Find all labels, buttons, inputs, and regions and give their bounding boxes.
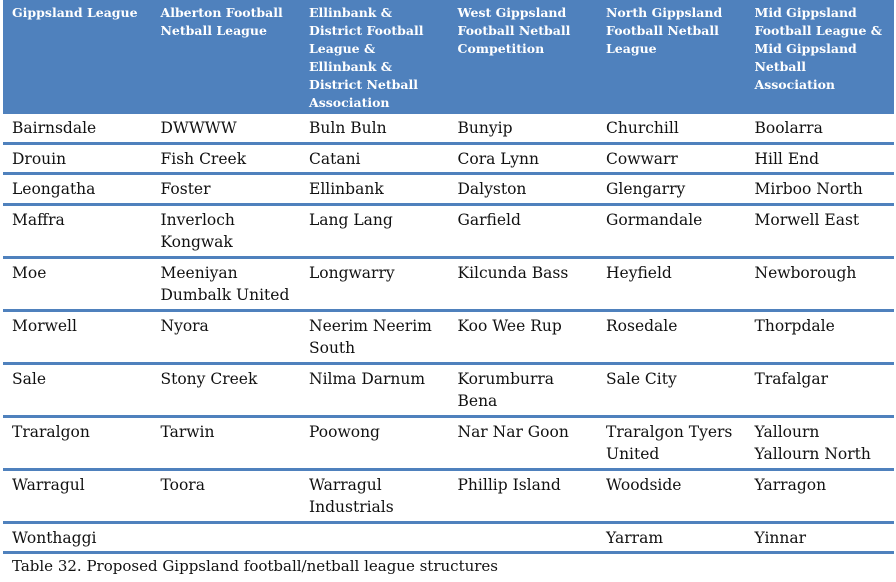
table-cell: Bunyip [448,114,597,145]
column-header: Alberton Football Netball League [151,0,300,114]
table-row: Morwell Nyora Neerim Neerim South Koo Wee R… [3,310,894,365]
table-cell: Neerim Neerim South [300,310,449,365]
table-cell: Ellinbank [300,173,449,206]
table-cell: Cora Lynn [448,143,597,175]
table-cell: Korumburra Bena [448,363,597,418]
table-cell [448,522,597,554]
header-row: Gippsland League Alberton Football Netbal… [3,0,894,114]
table-cell [151,522,300,554]
table-cell: Longwarry [300,257,449,312]
table-cell: Traralgon Tyers United [597,416,746,471]
table-cell: Buln Buln [300,114,449,145]
table-cell: Morwell East [745,204,894,259]
column-header: West Gippsland Football Netball Competit… [448,0,597,114]
league-structure-table: Gippsland League Alberton Football Netbal… [3,0,894,554]
table-cell: Yallourn Yallourn North [745,416,894,471]
table-row: Moe Meeniyan Dumbalk United Longwarry Kilcu… [3,257,894,312]
table-cell [300,522,449,554]
table-cell: Warragul [3,469,152,524]
table-cell: Trafalgar [745,363,894,418]
table-cell: Hill End [745,143,894,175]
table-cell: Sale City [597,363,746,418]
column-header: Ellinbank & District Football League & E… [300,0,449,114]
table-cell: Glengarry [597,173,746,206]
table-cell: DWWWW [151,114,300,145]
table-row: Bairnsdale DWWWW Buln Buln Bunyip Churchill B… [3,114,894,145]
column-header: North Gippsland Football Netball League [597,0,746,114]
table-cell: Yinnar [745,522,894,554]
table-row: Traralgon Tarwin Poowong Nar Nar Goon Traral… [3,416,894,471]
column-header: Gippsland League [3,0,152,114]
column-header: Mid Gippsland Football League & Mid Gipp… [745,0,894,114]
table-cell: Toora [151,469,300,524]
table-cell: Thorpdale [745,310,894,365]
table-cell: Gormandale [597,204,746,259]
table-cell: Boolarra [745,114,894,145]
table-cell: Yarram [597,522,746,554]
table-cell: Dalyston [448,173,597,206]
table-cell: Garfield [448,204,597,259]
table-cell: Sale [3,363,152,418]
table-cell: Lang Lang [300,204,449,259]
table-cell: Newborough [745,257,894,312]
table-cell: Churchill [597,114,746,145]
table-cell: Stony Creek [151,363,300,418]
table-cell: Moe [3,257,152,312]
table-cell: Phillip Island [448,469,597,524]
table-cell: Tarwin [151,416,300,471]
table-cell: Yarragon [745,469,894,524]
table-caption: Table 32. Proposed Gippsland football/ne… [12,557,498,575]
table-cell: Kilcunda Bass [448,257,597,312]
table-cell: Bairnsdale [3,114,152,145]
table-cell: Nilma Darnum [300,363,449,418]
table-cell: Nyora [151,310,300,365]
table-row: Wonthaggi Yarram Yinnar [3,522,894,554]
table-row: Drouin Fish Creek Catani Cora Lynn Cowwarr Hi… [3,143,894,175]
table-cell: Traralgon [3,416,152,471]
table-cell: Heyfield [597,257,746,312]
table-cell: Meeniyan Dumbalk United [151,257,300,312]
table-cell: Inverloch Kongwak [151,204,300,259]
table-row: Warragul Toora Warragul Industrials Phillip… [3,469,894,524]
table-cell: Koo Wee Rup [448,310,597,365]
table-cell: Foster [151,173,300,206]
table-cell: Morwell [3,310,152,365]
table-cell: Leongatha [3,173,152,206]
table-cell: Cowwarr [597,143,746,175]
table-cell: Fish Creek [151,143,300,175]
table-cell: Catani [300,143,449,175]
table-cell: Drouin [3,143,152,175]
table-row: Leongatha Foster Ellinbank Dalyston Glengarr… [3,173,894,206]
table-row: Sale Stony Creek Nilma Darnum Korumburra Be… [3,363,894,418]
table-cell: Poowong [300,416,449,471]
table-row: Maffra Inverloch Kongwak Lang Lang Garfield… [3,204,894,259]
table-cell: Rosedale [597,310,746,365]
table-cell: Woodside [597,469,746,524]
table-cell: Mirboo North [745,173,894,206]
table-cell: Maffra [3,204,152,259]
table-cell: Wonthaggi [3,522,152,554]
table-cell: Nar Nar Goon [448,416,597,471]
table-cell: Warragul Industrials [300,469,449,524]
